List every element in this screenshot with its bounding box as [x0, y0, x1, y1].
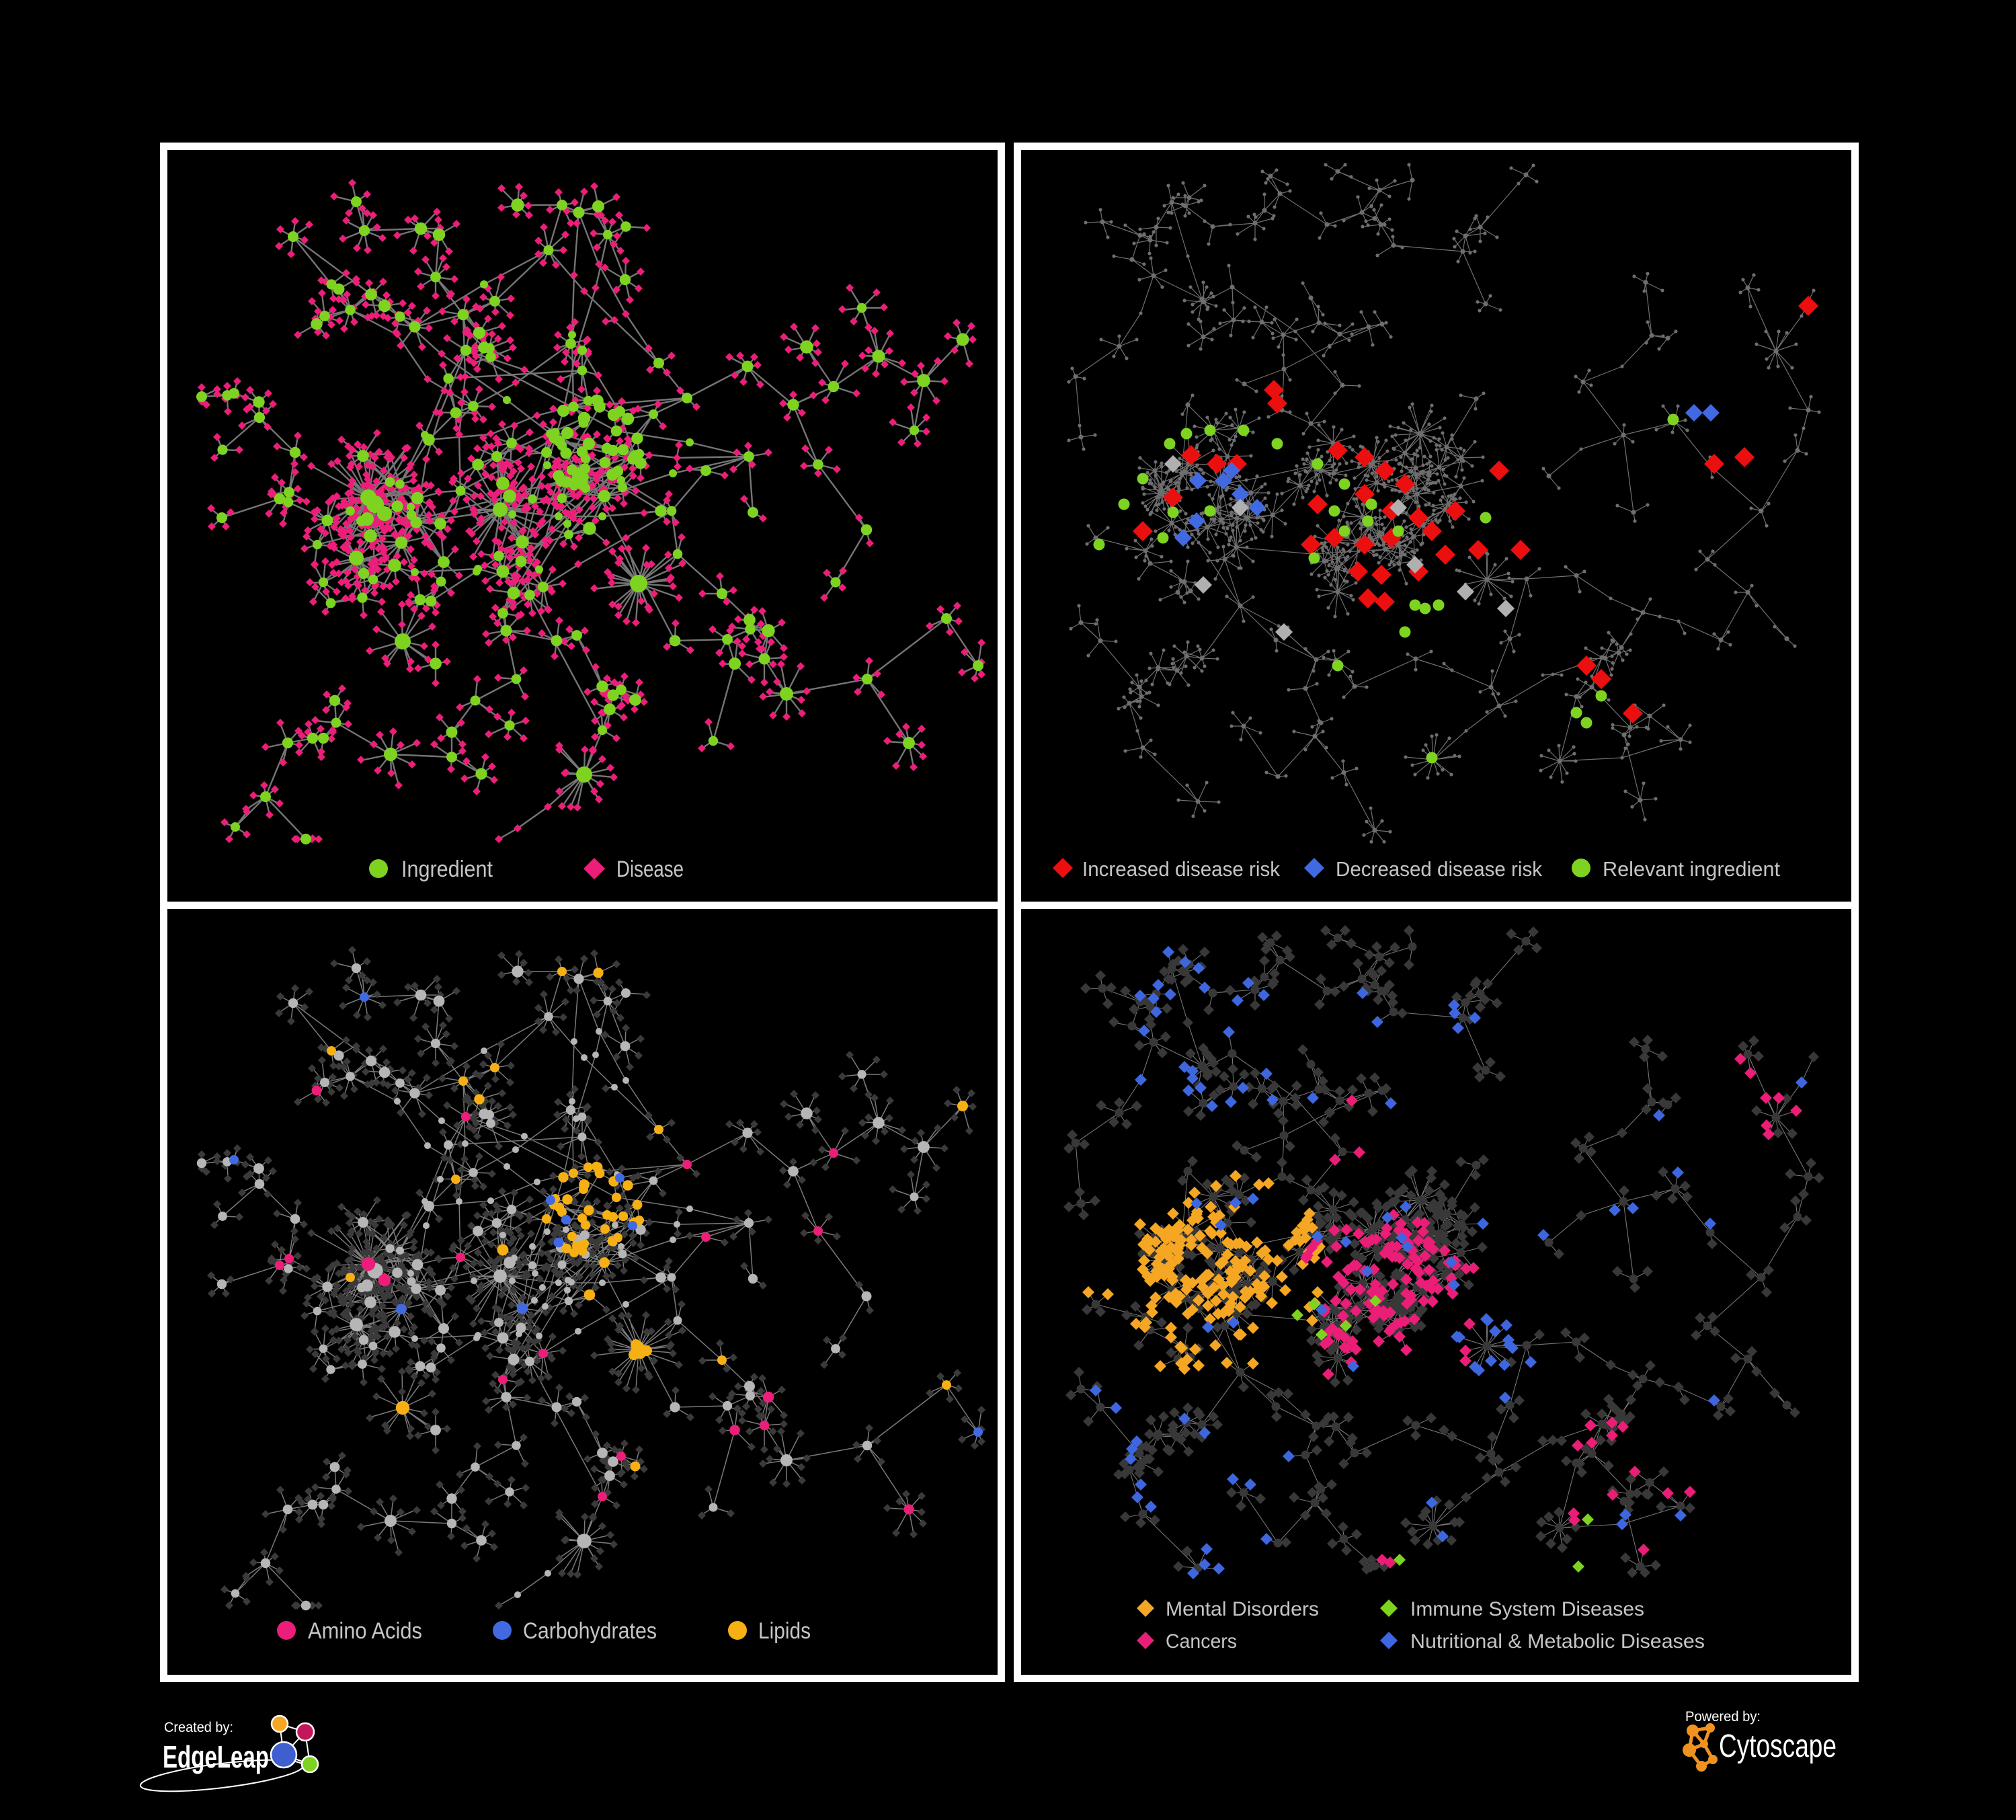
svg-text:Decreased disease risk: Decreased disease risk: [1336, 857, 1542, 881]
svg-text:Ingredient: Ingredient: [401, 857, 493, 882]
svg-text:Increased disease risk: Increased disease risk: [1082, 857, 1280, 881]
svg-text:Mental Disorders: Mental Disorders: [1166, 1598, 1319, 1620]
svg-text:Cytoscape: Cytoscape: [1719, 1729, 1837, 1764]
svg-text:Disease: Disease: [616, 857, 684, 882]
svg-text:Immune System Diseases: Immune System Diseases: [1410, 1598, 1644, 1620]
svg-text:Relevant ingredient: Relevant ingredient: [1603, 857, 1780, 881]
svg-text:Nutritional & Metabolic Diseas: Nutritional & Metabolic Diseases: [1410, 1630, 1705, 1653]
svg-text:Created by:: Created by:: [164, 1720, 233, 1735]
svg-text:Lipids: Lipids: [758, 1618, 811, 1644]
svg-text:Amino Acids: Amino Acids: [308, 1618, 422, 1644]
svg-text:Cancers: Cancers: [1166, 1630, 1237, 1653]
svg-text:EdgeLeap: EdgeLeap: [163, 1739, 269, 1774]
svg-text:Powered by:: Powered by:: [1685, 1709, 1761, 1725]
svg-text:Carbohydrates: Carbohydrates: [523, 1618, 657, 1644]
